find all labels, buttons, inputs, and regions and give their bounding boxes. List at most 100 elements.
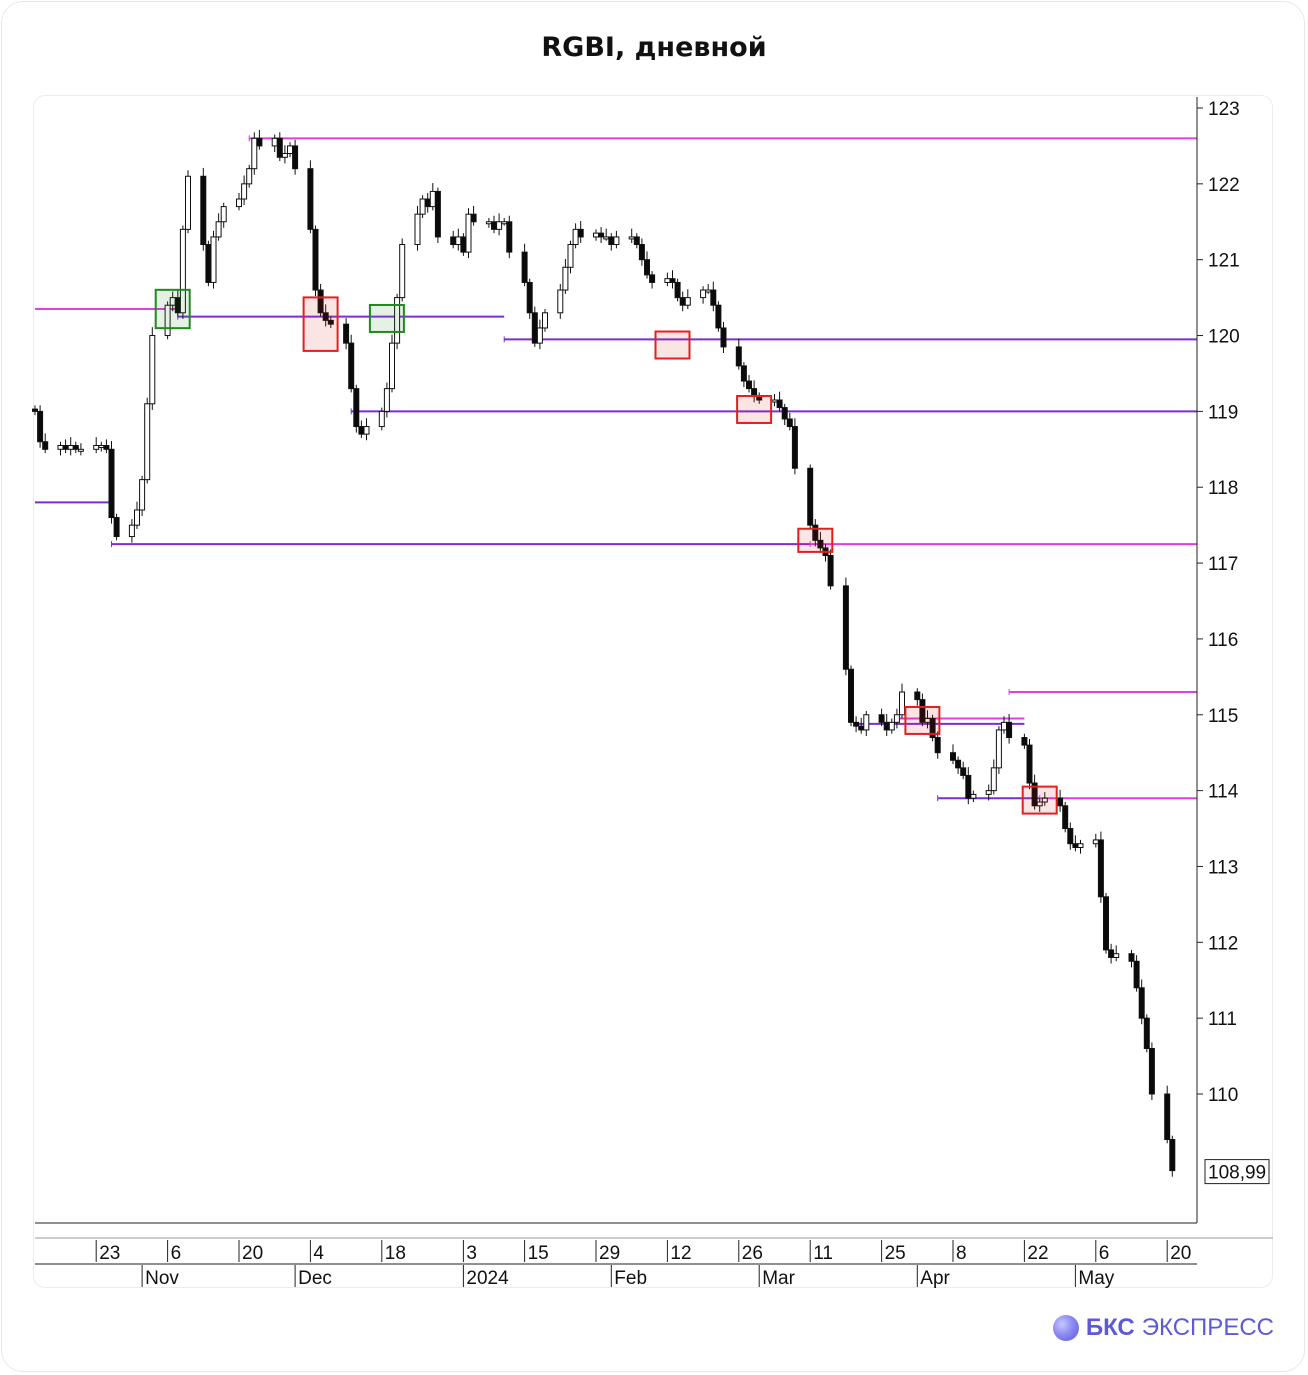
bearish-highlight-box xyxy=(904,705,941,735)
x-day-tick-label: 25 xyxy=(885,1243,906,1264)
candle-bearish xyxy=(460,236,467,253)
y-tick-label: 123 xyxy=(1208,99,1240,120)
chart-title: RGBI, дневной xyxy=(541,32,767,63)
candle-bullish xyxy=(139,479,146,511)
candle-bullish xyxy=(419,198,426,215)
candle-bearish xyxy=(1021,737,1028,746)
x-month-tick-label: Apr xyxy=(920,1268,950,1289)
candle-bullish xyxy=(210,236,217,283)
candle-bearish xyxy=(1062,805,1069,830)
candle-bullish xyxy=(1113,953,1120,958)
candle-bearish xyxy=(62,445,69,450)
candle-bearish xyxy=(858,725,865,731)
candle-bearish xyxy=(353,388,360,428)
candle-bearish xyxy=(842,585,849,670)
candle-bearish xyxy=(1067,828,1074,845)
candle-bullish xyxy=(164,304,171,337)
candle-bearish xyxy=(1143,1017,1150,1049)
candle-bullish xyxy=(705,289,712,293)
candle-bullish xyxy=(465,213,472,253)
bearish-highlight-box xyxy=(1021,785,1058,815)
y-tick-label: 111 xyxy=(1208,1009,1237,1030)
candle-bullish xyxy=(970,793,977,799)
candle-bullish xyxy=(995,729,1002,769)
candle-bullish xyxy=(485,221,492,225)
candle-bearish xyxy=(1057,797,1064,807)
candle-bullish xyxy=(496,221,503,230)
candle-bullish xyxy=(271,137,278,147)
candle-bearish xyxy=(327,319,334,325)
candle-bearish xyxy=(113,517,120,538)
candle-bullish xyxy=(77,448,84,452)
candle-bearish xyxy=(1169,1139,1176,1172)
candle-bullish xyxy=(1077,843,1084,849)
bearish-highlight-box xyxy=(797,527,834,553)
candle-bullish xyxy=(251,137,258,170)
candle-bullish xyxy=(281,153,288,158)
candle-bullish xyxy=(603,236,610,240)
candle-bearish xyxy=(817,539,824,549)
candle-bearish xyxy=(955,759,962,769)
y-tick-label: 119 xyxy=(1208,402,1238,423)
candle-bearish xyxy=(720,327,727,348)
y-tick-label: 116 xyxy=(1208,630,1238,651)
candle-bullish xyxy=(542,312,548,329)
candle-bullish xyxy=(863,714,870,731)
candle-bullish xyxy=(501,221,508,225)
candle-bearish xyxy=(37,410,44,443)
candle-bullish xyxy=(394,297,401,344)
candle-bearish xyxy=(1026,744,1033,784)
candle-bullish xyxy=(628,236,635,240)
bearish-highlight-box xyxy=(736,395,773,424)
candle-bearish xyxy=(42,441,49,450)
candle-bearish xyxy=(317,289,324,314)
candle-bullish xyxy=(429,190,436,208)
candle-bearish xyxy=(292,145,299,170)
candle-bearish xyxy=(883,721,890,731)
candle-bearish xyxy=(343,323,350,344)
candle-bullish xyxy=(363,426,370,435)
candle-bearish xyxy=(307,168,314,230)
candle-bearish xyxy=(200,175,207,246)
candle-bearish xyxy=(1103,896,1109,951)
candle-bearish xyxy=(577,228,584,238)
candle-bearish xyxy=(735,346,742,367)
x-day-tick-label: 26 xyxy=(742,1243,763,1264)
candle-bearish xyxy=(914,691,921,701)
candle-bearish xyxy=(358,426,365,435)
candle-bullish xyxy=(1041,797,1048,803)
y-tick-label: 113 xyxy=(1208,857,1238,878)
x-month-tick-label: Mar xyxy=(762,1268,795,1289)
candle-bearish xyxy=(929,718,936,739)
candle-bullish xyxy=(536,327,543,344)
candle-bearish xyxy=(934,737,941,754)
x-day-tick-label: 29 xyxy=(599,1243,620,1264)
candle-bullish xyxy=(1092,839,1099,845)
x-day-tick-label: 4 xyxy=(313,1243,324,1264)
bullish-highlight-box xyxy=(154,288,191,330)
candle-bullish xyxy=(593,232,599,238)
candle-bullish xyxy=(128,524,135,538)
x-day-tick-label: 18 xyxy=(385,1243,406,1264)
candle-bearish xyxy=(108,448,115,519)
candle-bearish xyxy=(1133,960,1140,989)
last-price-label: 108,99 xyxy=(1208,1163,1266,1184)
candle-bearish xyxy=(848,668,854,723)
candle-bullish xyxy=(144,403,151,481)
candle-bullish xyxy=(215,221,222,238)
candle-bearish xyxy=(919,699,926,723)
candle-bearish xyxy=(679,297,686,306)
x-day-tick-label: 8 xyxy=(956,1243,967,1264)
candle-bearish xyxy=(638,244,645,261)
candle-bullish xyxy=(684,297,691,306)
candle-bullish xyxy=(246,168,253,185)
candle-bullish xyxy=(455,236,462,246)
x-day-tick-label: 20 xyxy=(1170,1243,1191,1264)
candle-bearish xyxy=(1138,987,1145,1019)
candle-bearish xyxy=(32,408,38,412)
candles xyxy=(32,129,1176,1177)
candle-bearish xyxy=(470,213,477,223)
candle-bearish xyxy=(960,767,967,776)
candle-bearish xyxy=(740,365,747,382)
